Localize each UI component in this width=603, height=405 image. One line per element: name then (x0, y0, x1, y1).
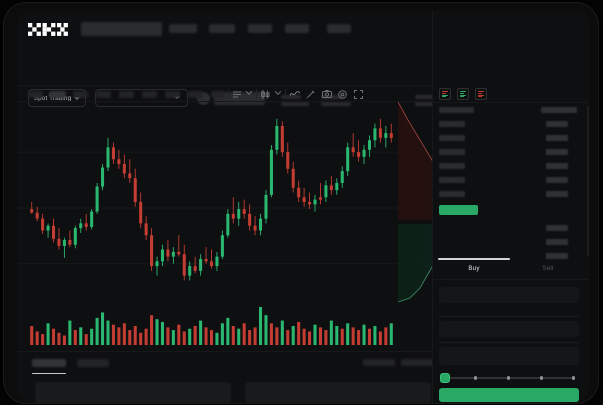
timeframe-5m[interactable] (49, 91, 66, 98)
top-navigation-bar (17, 11, 589, 45)
orderbook-bid-price-3 (546, 253, 568, 259)
slider-step-25[interactable] (474, 376, 478, 380)
slider-step-75[interactable] (540, 376, 544, 380)
orderbook-ask-price-5 (546, 163, 568, 169)
chevron-down-icon-indicators[interactable] (246, 91, 252, 95)
toolbar-divider-3 (285, 89, 286, 99)
orderbook-ask-amount-1 (439, 107, 474, 113)
bottom-action-1[interactable] (363, 359, 395, 366)
orderbook-mark-price (439, 205, 478, 215)
orderbook-ask-amount-5 (439, 163, 465, 169)
timeframe-1M[interactable] (188, 91, 203, 98)
toolbar-divider-1 (228, 89, 229, 99)
app-screen: Spot Trading (17, 11, 589, 403)
orderbook-ask-price-7 (546, 191, 568, 197)
ticker-stat-2 (321, 95, 351, 106)
order-form-tabs: Buy Sell (433, 258, 589, 280)
header-stat-1-value (415, 102, 443, 106)
trading-mode-label: Spot Trading (33, 94, 72, 102)
ticker-stat-1-label (281, 95, 301, 99)
toolbar-divider-2 (256, 89, 257, 99)
search-input[interactable] (81, 22, 162, 36)
bottom-tab-order-history[interactable] (77, 359, 109, 367)
timeframe-1h[interactable] (96, 91, 111, 98)
orderbook-ask-amount-6 (439, 177, 465, 183)
fullscreen-icon[interactable] (354, 90, 363, 99)
slider-step-100[interactable] (572, 376, 576, 380)
orderbook-ask-amount-3 (439, 135, 465, 141)
orderbook-mode-both[interactable] (439, 88, 451, 100)
order-form-divider-2 (439, 342, 579, 343)
candlestick-chart-canvas (17, 118, 424, 345)
order-tab-sell[interactable]: Sell (542, 265, 554, 272)
bottom-tab-active-underline (32, 373, 66, 375)
indicators-icon[interactable] (233, 90, 241, 98)
bottom-action-2[interactable] (401, 359, 433, 366)
orderbook-ask-amount-4 (439, 149, 465, 155)
chevron-down-icon (74, 96, 81, 100)
order-form-divider-1 (439, 316, 579, 317)
order-tab-buy[interactable]: Buy (468, 265, 480, 272)
bottom-content-box-left (35, 382, 231, 403)
orderbook-header (433, 85, 589, 103)
timeframe-15m[interactable] (73, 91, 88, 98)
settings-icon[interactable] (338, 90, 347, 99)
orderbook-ask-price-6 (546, 177, 568, 183)
price-chart[interactable] (17, 102, 432, 351)
line-tool-icon[interactable] (290, 90, 300, 98)
ticker-stat-2-label (321, 95, 343, 99)
timeframe-more[interactable] (211, 91, 224, 98)
okx-logo[interactable] (28, 23, 68, 36)
slider-handle[interactable] (441, 374, 449, 382)
order-total-field[interactable] (439, 347, 579, 365)
order-amount-slider[interactable] (441, 374, 577, 382)
chevron-down-icon-charttype[interactable] (275, 91, 281, 95)
timeframe-1d[interactable] (142, 91, 157, 98)
order-amount-field[interactable] (439, 321, 579, 337)
sidebar-scrollbar[interactable] (587, 106, 589, 256)
orderbook-ask-amount-7 (439, 191, 465, 197)
orderbook-mode-bids[interactable] (457, 88, 469, 100)
order-submit-button[interactable] (439, 388, 579, 402)
order-price-field[interactable] (439, 287, 579, 303)
timeframe-1m[interactable] (28, 91, 43, 98)
orderbook-ask-price-4 (546, 149, 568, 155)
pencil-icon[interactable] (306, 90, 315, 99)
bottom-tab-open-orders[interactable] (32, 359, 66, 367)
nav-item-1[interactable] (169, 24, 197, 33)
orders-panel (17, 351, 433, 403)
nav-item-2[interactable] (209, 24, 235, 33)
nav-item-3[interactable] (248, 24, 272, 33)
order-tab-active-indicator (438, 258, 510, 260)
timeframe-1w[interactable] (165, 91, 180, 98)
nav-item-4[interactable] (285, 24, 309, 33)
slider-step-50[interactable] (507, 376, 511, 380)
orderbook-mode-asks[interactable] (475, 88, 487, 100)
order-sidebar: Buy Sell (432, 11, 589, 403)
ticker-stat-1-value (281, 102, 309, 106)
bottom-content-box-right (245, 382, 431, 403)
orderbook-bid-price-2 (546, 239, 568, 245)
timeframe-4h[interactable] (119, 91, 134, 98)
header-stat-1 (415, 95, 443, 106)
chart-toolbar (17, 85, 432, 102)
device-frame: Spot Trading (4, 3, 598, 403)
header-stat-1-label (415, 95, 435, 99)
nav-item-5[interactable] (327, 24, 351, 33)
orderbook-ask-price-3 (546, 135, 568, 141)
orderbook-ask-price-2 (546, 121, 568, 127)
chart-type-icon[interactable] (261, 90, 270, 99)
camera-icon[interactable] (322, 90, 332, 98)
orderbook-bid-price-1 (546, 225, 568, 231)
orderbook-ask-amount-2 (439, 121, 465, 127)
ticker-stat-2-value (321, 102, 351, 106)
ticker-stat-1 (281, 95, 309, 106)
trading-mode-selector[interactable]: Spot Trading (28, 89, 86, 107)
orderbook-ask-price-1 (541, 107, 577, 113)
